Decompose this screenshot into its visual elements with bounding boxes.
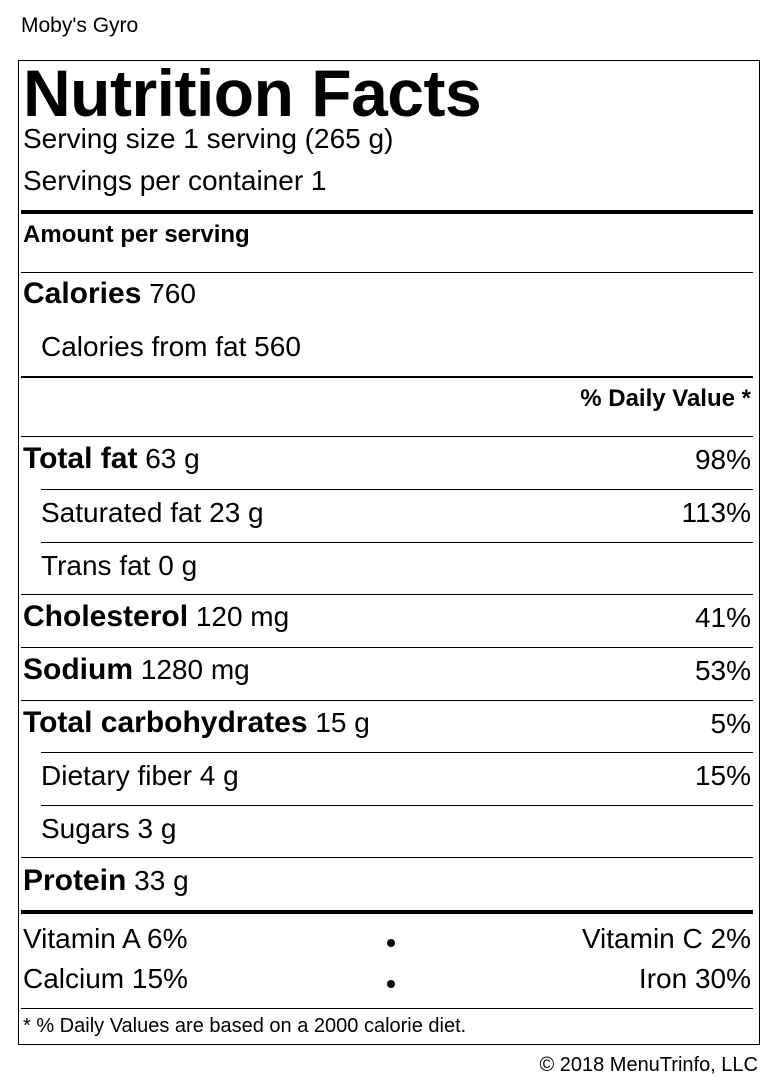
nutrient-dv: 15%	[694, 760, 751, 791]
nutrient-amount: 63 g	[145, 443, 200, 474]
nutrient-row-total-carbohydrates: Total carbohydrates 15 g 5%	[23, 700, 751, 740]
nutrient-row-protein: Protein 33 g	[23, 858, 751, 898]
nutrient-amount: 33 g	[134, 865, 189, 896]
servings-per-container: Servings per container 1	[23, 165, 327, 196]
nutrient-amount: 0 g	[158, 550, 198, 581]
calories-value: 760	[149, 278, 196, 309]
nutrient-amount: 1280 mg	[140, 654, 250, 685]
iron: Iron 30%	[638, 963, 751, 994]
nutrient-name: Protein	[23, 864, 127, 897]
amount-per-serving: Amount per serving	[23, 221, 250, 248]
nutrient-dv: 98%	[694, 444, 751, 475]
nutrient-amount: 120 mg	[195, 601, 290, 632]
divider	[41, 752, 753, 753]
bullet-icon	[387, 980, 395, 988]
nutrient-name: Dietary fiber	[41, 760, 192, 791]
divider	[21, 1008, 753, 1009]
calories-from-fat: Calories from fat 560	[41, 331, 301, 362]
product-name: Moby's Gyro	[21, 14, 139, 37]
serving-size: Serving size 1 serving (265 g)	[23, 123, 394, 154]
nutrient-dv: 5%	[710, 708, 751, 739]
nutrient-row-saturated-fat: Saturated fat 23 g 113%	[23, 489, 751, 529]
nutrient-name: Sodium	[23, 653, 133, 686]
nutrient-amount: 3 g	[137, 813, 177, 844]
vitamin-c: Vitamin C 2%	[581, 923, 751, 954]
divider	[41, 542, 753, 543]
nutrient-row-sodium: Sodium 1280 mg 53%	[23, 647, 751, 687]
vitamin-a: Vitamin A 6%	[23, 923, 188, 954]
divider-thick	[21, 210, 753, 214]
nutrient-dv: 113%	[681, 497, 751, 528]
nutrient-amount: 23 g	[209, 497, 264, 528]
divider	[21, 436, 753, 437]
label-title: Nutrition Facts	[23, 56, 482, 130]
footnote: * % Daily Values are based on a 2000 cal…	[23, 1015, 467, 1037]
nutrition-facts-label: Nutrition Facts Serving size 1 serving (…	[18, 56, 760, 1045]
nutrient-row-trans-fat: Trans fat 0 g	[23, 542, 751, 582]
divider	[21, 857, 753, 858]
nutrient-amount: 15 g	[315, 707, 370, 738]
nutrient-name: Sugars	[41, 813, 130, 844]
nutrient-row-total-fat: Total fat 63 g 98%	[23, 436, 751, 476]
divider	[41, 805, 753, 806]
nutrient-name: Total carbohydrates	[23, 706, 308, 739]
calories-from-fat-row: Calories from fat 560	[23, 323, 751, 363]
divider	[21, 700, 753, 701]
divider	[41, 489, 753, 490]
bullet-icon	[387, 939, 395, 947]
calcium: Calcium 15%	[23, 963, 188, 994]
divider-thick	[21, 910, 753, 914]
nutrient-name: Trans fat	[41, 550, 151, 581]
divider	[21, 647, 753, 648]
nutrient-row-cholesterol: Cholesterol 120 mg 41%	[23, 594, 751, 634]
divider	[21, 376, 753, 378]
calories-label: Calories	[23, 277, 142, 310]
nutrient-name: Cholesterol	[23, 600, 189, 633]
nutrient-amount: 4 g	[199, 760, 239, 791]
copyright: © 2018 MenuTrinfo, LLC	[539, 1054, 758, 1076]
calories-row: Calories 760	[23, 271, 751, 311]
daily-value-header: % Daily Value *	[580, 385, 751, 412]
divider	[21, 594, 753, 595]
nutrient-row-dietary-fiber: Dietary fiber 4 g 15%	[23, 752, 751, 792]
nutrient-dv: 53%	[694, 655, 751, 686]
nutrient-dv: 41%	[694, 602, 751, 633]
divider	[21, 272, 753, 273]
nutrient-row-sugars: Sugars 3 g	[23, 805, 751, 845]
nutrient-name: Total fat	[23, 442, 138, 475]
nutrient-name: Saturated fat	[41, 497, 202, 528]
